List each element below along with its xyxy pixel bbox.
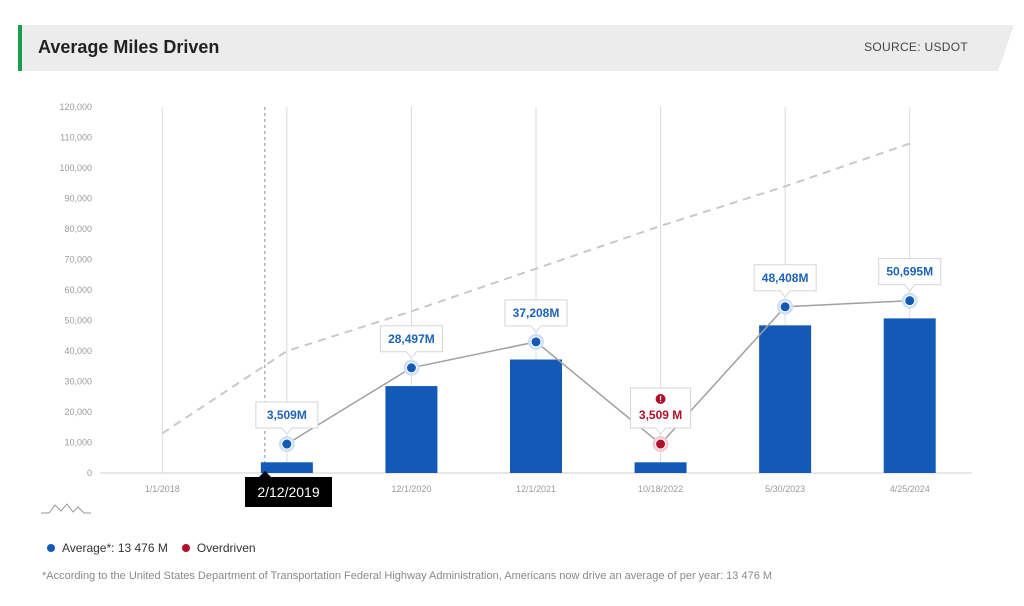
overdriven-point [655, 438, 667, 450]
data-label-box [379, 325, 443, 359]
data-label: 3,509M [267, 408, 307, 422]
y-tick-label: 40,000 [64, 346, 92, 356]
x-tick-label: 5/30/2023 [765, 484, 805, 494]
y-tick-label: 0 [87, 468, 92, 478]
y-tick-label: 30,000 [64, 377, 92, 387]
legend: Average*: 13 476 M Overdriven [47, 541, 270, 555]
y-tick-label: 20,000 [64, 407, 92, 417]
alert-icon [655, 394, 666, 405]
x-tick-label: 1/1/2018 [145, 484, 180, 494]
x-tick-label: 4/25/2024 [890, 484, 930, 494]
average-point [779, 301, 791, 313]
data-label: 37,208M [513, 306, 560, 320]
legend-overdriven-label: Overdriven [196, 541, 256, 555]
date-tooltip: 2/12/2019 [245, 471, 332, 507]
y-tick-label: 10,000 [64, 438, 92, 448]
bar [260, 462, 313, 473]
bar [634, 462, 687, 473]
footnote: *According to the United States Departme… [42, 570, 773, 582]
chart-header: Average Miles Driven SOURCE: USDOT [18, 25, 1014, 71]
average-point [530, 336, 542, 348]
y-tick-label: 110,000 [60, 133, 92, 143]
data-label: 3,509 M [639, 408, 682, 422]
trend-line [161, 142, 911, 435]
legend-item-overdriven[interactable]: Overdriven [181, 541, 256, 555]
x-tick-label: 12/1/2021 [516, 484, 556, 494]
bar [883, 318, 936, 473]
overdriven-dot-icon [181, 544, 190, 552]
header-accent-bar [18, 25, 22, 71]
bar [385, 386, 438, 473]
legend-average-label: Average*: 13 476 M [62, 541, 168, 555]
data-label-box [753, 264, 817, 298]
average-point [405, 362, 417, 374]
bar [510, 359, 562, 473]
chart-title: Average Miles Driven [38, 37, 220, 57]
y-tick-label: 50,000 [64, 316, 92, 326]
data-label: 28,497M [388, 332, 435, 346]
data-label: 50,695M [886, 265, 933, 279]
data-label-box [630, 387, 692, 435]
data-label-box [504, 299, 568, 333]
y-tick-label: 100,000 [59, 163, 92, 173]
y-tick-label: 70,000 [64, 255, 92, 265]
x-tick-label: 10/18/2022 [638, 484, 683, 494]
source-label: SOURCE: USDOT [864, 40, 968, 54]
bar [759, 325, 812, 473]
y-tick-label: 80,000 [64, 224, 92, 234]
average-point [281, 438, 293, 450]
average-line [286, 299, 910, 446]
y-tick-label: 120,000 [59, 102, 92, 112]
data-label-box [878, 258, 942, 292]
x-tick-label: 12/1/2020 [391, 484, 431, 494]
legend-item-average[interactable]: Average*: 13 476 M [47, 541, 168, 555]
data-label-box [255, 401, 319, 435]
average-point [904, 295, 916, 307]
average-dot-icon [47, 544, 55, 552]
mini-chart-icon[interactable] [40, 500, 92, 516]
data-label: 48,408M [762, 271, 809, 285]
y-tick-label: 90,000 [64, 194, 92, 204]
y-tick-label: 60,000 [64, 285, 92, 295]
alert-icon-glyph: ! [659, 395, 662, 404]
